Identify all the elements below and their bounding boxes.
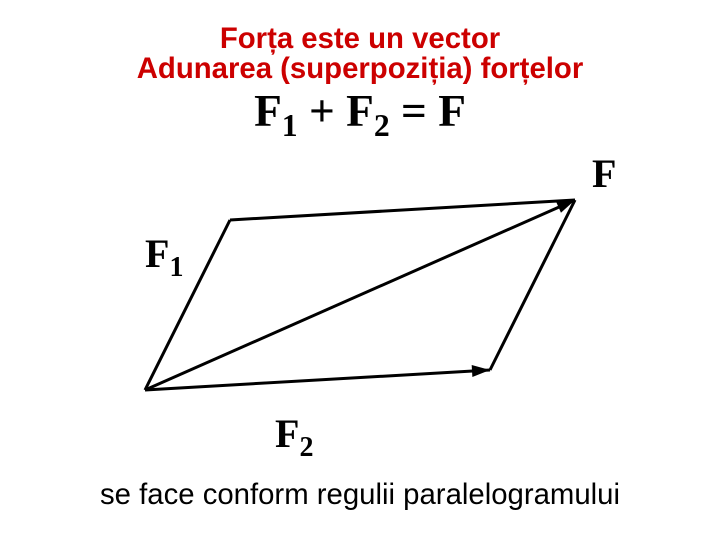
parallelogram-diagram [0, 0, 720, 540]
slide-canvas: Forța este un vector Adunarea (superpozi… [0, 0, 720, 540]
footer-text: se face conform regulii paralelogramului [0, 478, 720, 512]
label-F1: F1 [145, 230, 183, 284]
label-F2: F2 [275, 410, 313, 464]
edges-group [145, 200, 575, 390]
label-F: F [592, 150, 616, 197]
